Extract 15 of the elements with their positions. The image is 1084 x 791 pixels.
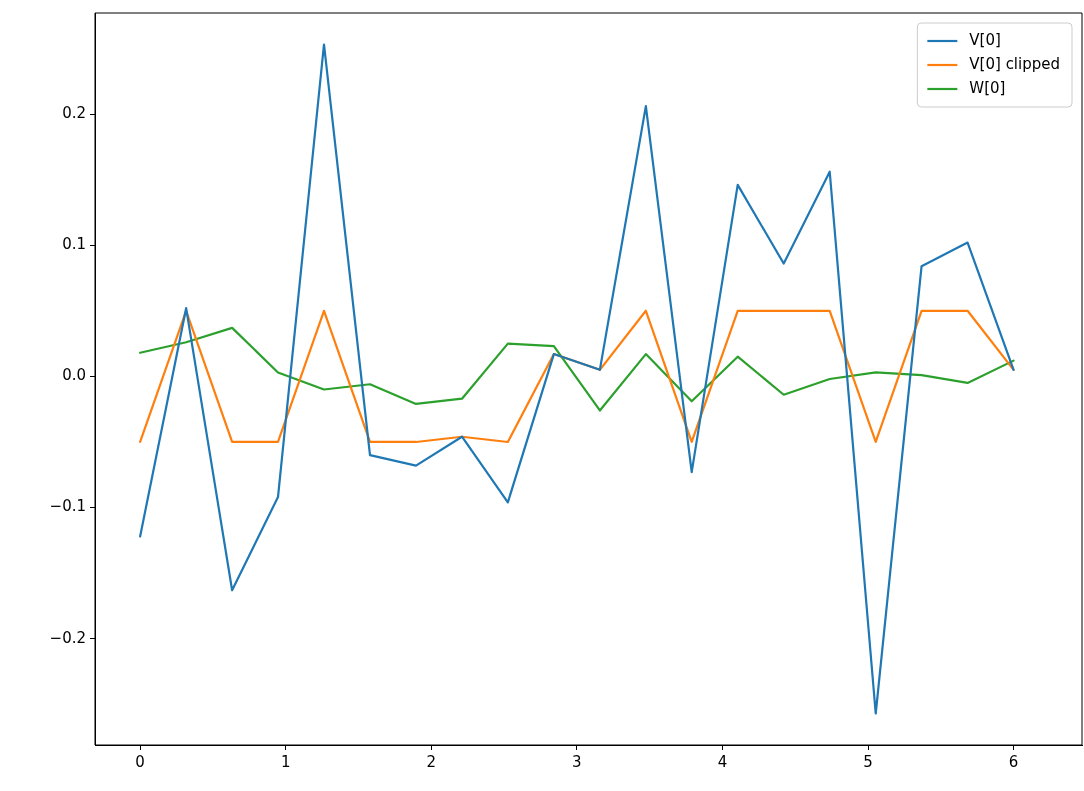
x-tick-label: 5: [863, 752, 873, 771]
x-tick-label: 2: [426, 752, 437, 771]
x-tick-label: 6: [1008, 752, 1019, 771]
y-tick-label: 0.1: [62, 235, 86, 254]
legend-label: V[0] clipped: [969, 54, 1060, 73]
legend-label: V[0]: [969, 30, 1001, 49]
y-tick-label: 0.0: [62, 366, 86, 385]
x-tick-label: 3: [572, 752, 582, 771]
y-tick-label: −0.2: [49, 628, 86, 647]
x-tick-label: 1: [280, 752, 291, 771]
x-tick-label: 0: [135, 752, 145, 771]
y-tick-label: −0.1: [49, 497, 86, 516]
legend-label: W[0]: [969, 78, 1006, 97]
y-tick-label: 0.2: [62, 103, 86, 122]
x-tick-label: 4: [717, 752, 728, 771]
